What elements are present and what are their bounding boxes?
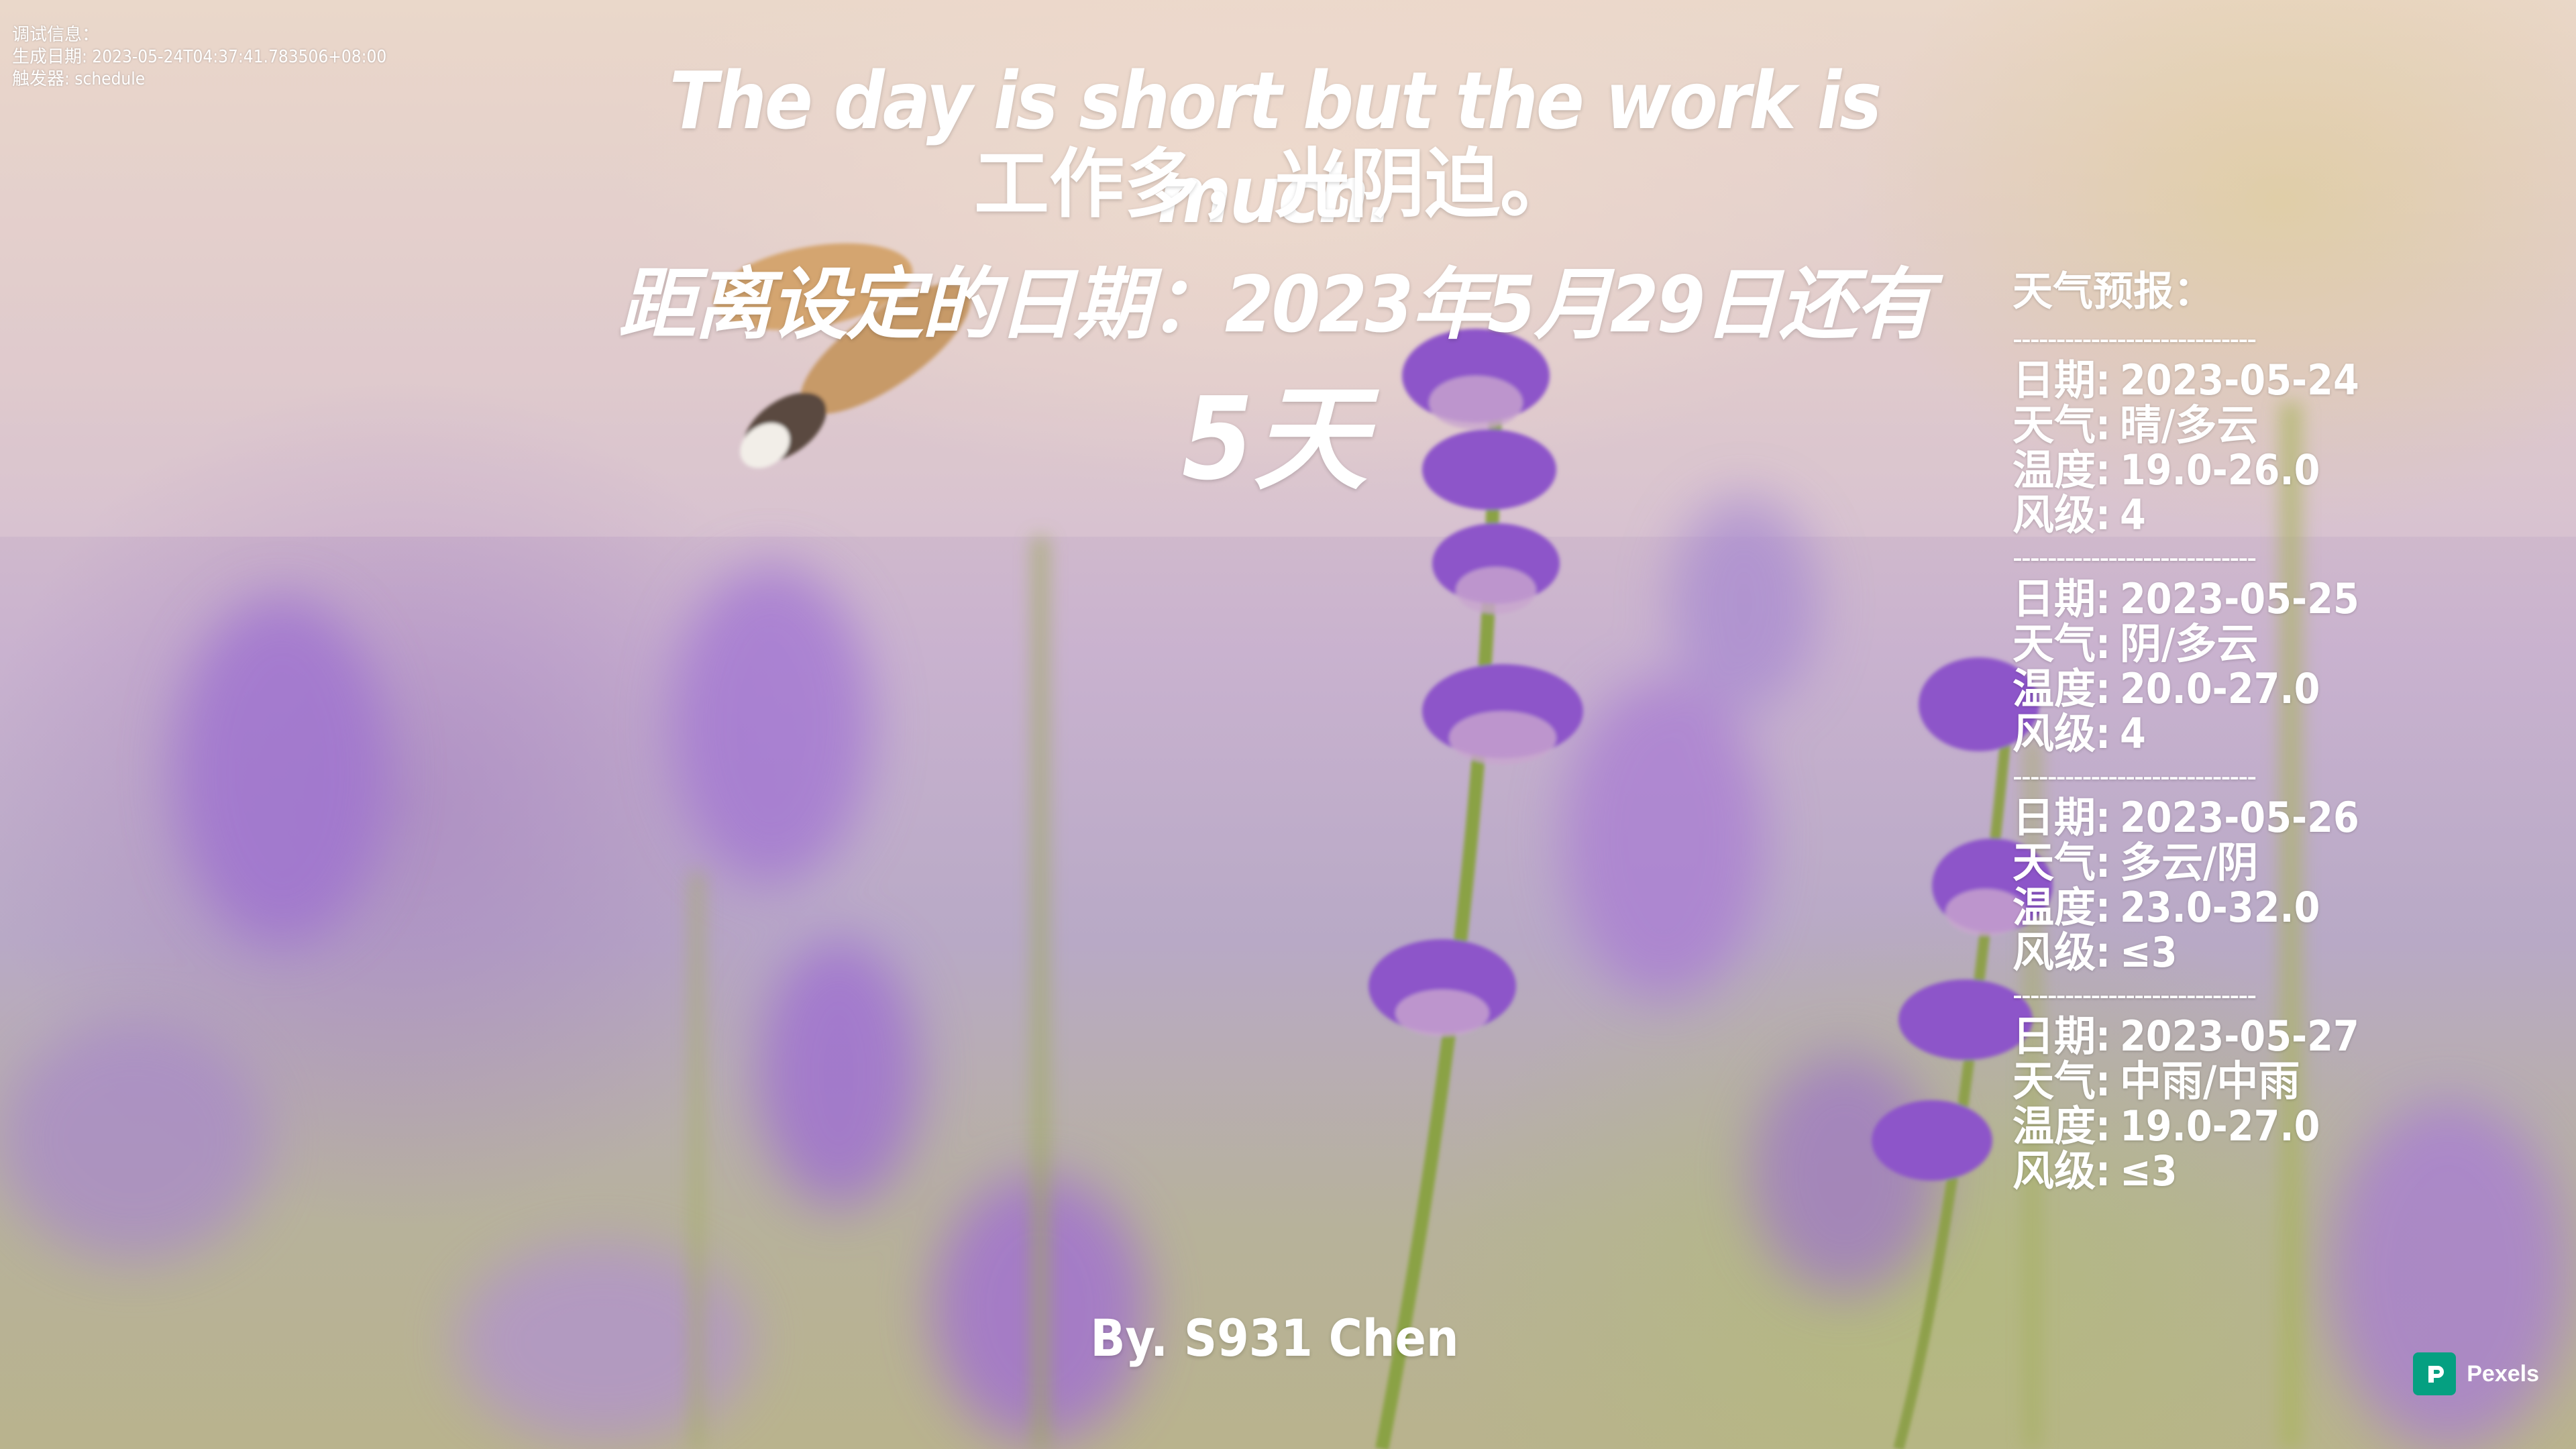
pexels-logo-icon [2413, 1352, 2457, 1395]
quote-chinese: 工作多，光阴迫。 [974, 141, 1575, 228]
forecast-date: 2023-05-24 [2120, 356, 2359, 405]
temp-key: 温度 [2012, 664, 2096, 713]
forecast-date-row: 日期: 2023-05-24 [2012, 358, 2442, 402]
forecast-wind-row: 风级: 4 [2012, 492, 2442, 537]
quote-english: The day is short but the work is much. [669, 54, 1882, 241]
forecast-day: 日期: 2023-05-25 天气: 阴/多云 温度: 20.0-27.0 风级: 4 [2012, 576, 2442, 756]
forecast-temp-row: 温度: 19.0-26.0 [2012, 447, 2442, 492]
colon: : [2095, 793, 2111, 842]
forecast-date-row: 日期: 2023-05-27 [2012, 1014, 2442, 1059]
debug-info: 调试信息： 生成日期: 2023-05-24T04:37:41.783506+0… [12, 24, 386, 91]
forecast-wind: 4 [2120, 709, 2146, 758]
colon: : [2095, 838, 2111, 887]
forecast-date: 2023-05-26 [2120, 793, 2359, 842]
forecast-wind: 4 [2120, 490, 2146, 539]
forecast-temp: 23.0-32.0 [2120, 883, 2320, 932]
forecast-date-row: 日期: 2023-05-25 [2012, 576, 2442, 621]
top-veil [0, 0, 2576, 537]
colon: : [2095, 574, 2111, 623]
weather-key: 天气 [2012, 400, 2096, 449]
countdown-label: 距离设定的日期：2023年5月29日还有 [618, 260, 1933, 350]
date-key: 日期 [2012, 793, 2096, 842]
weather-key: 天气 [2012, 838, 2096, 887]
colon: : [2095, 928, 2111, 977]
forecast-wind: ≤3 [2120, 1146, 2178, 1195]
pexels-credit[interactable]: Pexels [2413, 1352, 2539, 1395]
wind-key: 风级 [2012, 1146, 2096, 1195]
pexels-label: Pexels [2467, 1360, 2539, 1387]
colon: : [2095, 664, 2111, 713]
forecast-temp: 19.0-27.0 [2120, 1102, 2320, 1150]
wind-key: 风级 [2012, 490, 2096, 539]
weather-separator: ---------------------------- [2012, 541, 2257, 574]
colon: : [2095, 709, 2111, 758]
debug-generated-date: 生成日期: 2023-05-24T04:37:41.783506+08:00 [12, 47, 387, 67]
temp-key: 温度 [2012, 445, 2096, 494]
forecast-weather-row: 天气: 多云/阴 [2012, 840, 2442, 885]
forecast-weather-row: 天气: 晴/多云 [2012, 402, 2442, 447]
colon: : [2095, 619, 2111, 668]
colon: : [2095, 400, 2111, 449]
weather-key: 天气 [2012, 619, 2096, 668]
colon: : [2095, 445, 2111, 494]
forecast-temp-row: 温度: 19.0-27.0 [2012, 1104, 2442, 1148]
weather-forecast-panel: 天气预报： ---------------------------- 日期: 20… [2012, 265, 2442, 1195]
wind-key: 风级 [2012, 928, 2096, 977]
forecast-weather: 中雨/中雨 [2120, 1057, 2300, 1106]
debug-title: 调试信息： [12, 25, 100, 45]
forecast-day: 日期: 2023-05-26 天气: 多云/阴 温度: 23.0-32.0 风级: ≤3 [2012, 795, 2442, 975]
forecast-date: 2023-05-25 [2120, 574, 2359, 623]
forecast-date-row: 日期: 2023-05-26 [2012, 795, 2442, 840]
date-key: 日期 [2012, 1012, 2096, 1061]
weather-title: 天气预报： [2012, 268, 2214, 315]
countdown-days: 5天 [1181, 373, 1368, 506]
forecast-weather-row: 天气: 阴/多云 [2012, 621, 2442, 666]
temp-key: 温度 [2012, 1102, 2096, 1150]
wind-key: 风级 [2012, 709, 2096, 758]
forecast-temp-row: 温度: 23.0-32.0 [2012, 885, 2442, 930]
forecast-wind-row: 风级: 4 [2012, 711, 2442, 756]
forecast-day: 日期: 2023-05-27 天气: 中雨/中雨 温度: 19.0-27.0 风级: ≤… [2012, 1014, 2442, 1193]
forecast-weather-row: 天气: 中雨/中雨 [2012, 1059, 2442, 1104]
colon: : [2095, 883, 2111, 932]
colon: : [2095, 1102, 2111, 1150]
debug-trigger: 触发器: schedule [12, 69, 146, 89]
weather-separator: ---------------------------- [2012, 323, 2257, 355]
author-signature: By. S931 Chen [1090, 1308, 1459, 1368]
forecast-wind: ≤3 [2120, 928, 2178, 977]
forecast-wind-row: 风级: ≤3 [2012, 930, 2442, 975]
temp-key: 温度 [2012, 883, 2096, 932]
forecast-weather: 多云/阴 [2120, 838, 2259, 887]
forecast-temp-row: 温度: 20.0-27.0 [2012, 666, 2442, 711]
forecast-weather: 阴/多云 [2120, 619, 2259, 668]
weather-separator: ---------------------------- [2012, 979, 2257, 1011]
colon: : [2095, 1146, 2111, 1195]
colon: : [2095, 356, 2111, 405]
colon: : [2095, 1012, 2111, 1061]
forecast-day: 日期: 2023-05-24 天气: 晴/多云 温度: 19.0-26.0 风级: 4 [2012, 358, 2442, 537]
weather-key: 天气 [2012, 1057, 2096, 1106]
forecast-temp: 20.0-27.0 [2120, 664, 2320, 713]
colon: : [2095, 490, 2111, 539]
forecast-temp: 19.0-26.0 [2120, 445, 2320, 494]
date-key: 日期 [2012, 356, 2096, 405]
weather-separator: ---------------------------- [2012, 760, 2257, 792]
date-key: 日期 [2012, 574, 2096, 623]
forecast-weather: 晴/多云 [2120, 400, 2259, 449]
colon: : [2095, 1057, 2111, 1106]
forecast-wind-row: 风级: ≤3 [2012, 1148, 2442, 1193]
forecast-date: 2023-05-27 [2120, 1012, 2359, 1061]
